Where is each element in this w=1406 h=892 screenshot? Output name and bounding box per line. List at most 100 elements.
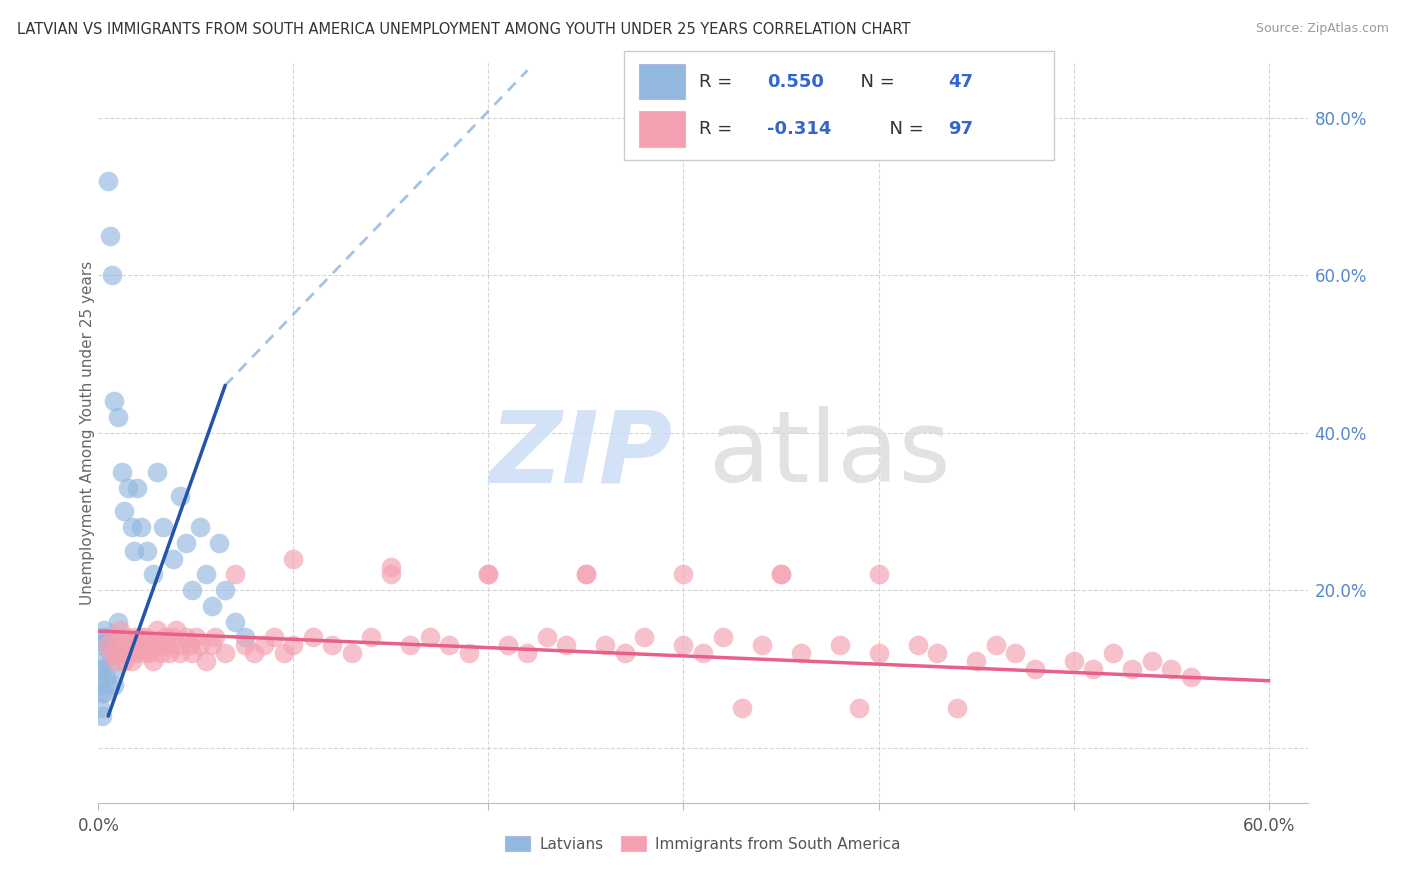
Legend: Latvians, Immigrants from South America: Latvians, Immigrants from South America — [499, 830, 907, 858]
Point — [302, 631, 325, 645]
Point — [121, 654, 143, 668]
Point — [200, 599, 222, 613]
Point — [848, 701, 870, 715]
Point — [496, 638, 519, 652]
Point — [148, 638, 170, 652]
Point — [181, 646, 204, 660]
Point — [184, 631, 207, 645]
Point — [162, 551, 184, 566]
Point — [97, 173, 120, 187]
Point — [97, 638, 120, 652]
Point — [169, 489, 191, 503]
Point — [516, 646, 538, 660]
Point — [107, 409, 129, 424]
Text: N =: N = — [879, 120, 929, 138]
Point — [103, 631, 125, 645]
Point — [89, 638, 111, 652]
Point — [340, 646, 363, 660]
Point — [111, 465, 134, 479]
Point — [194, 567, 217, 582]
Text: 0.550: 0.550 — [768, 72, 824, 91]
Text: R =: R = — [699, 120, 738, 138]
Point — [127, 638, 149, 652]
Point — [97, 631, 120, 645]
Point — [1121, 662, 1143, 676]
Point — [103, 678, 125, 692]
Point — [1063, 654, 1085, 668]
Point — [283, 551, 305, 566]
Point — [157, 646, 180, 660]
Text: R =: R = — [699, 72, 738, 91]
Point — [555, 638, 578, 652]
FancyBboxPatch shape — [624, 51, 1053, 161]
Point — [595, 638, 617, 652]
Point — [672, 567, 695, 582]
Point — [828, 638, 851, 652]
Point — [174, 631, 197, 645]
Y-axis label: Unemployment Among Youth under 25 years: Unemployment Among Youth under 25 years — [80, 260, 94, 605]
Point — [97, 678, 120, 692]
Point — [127, 481, 149, 495]
Point — [179, 638, 201, 652]
Point — [93, 623, 115, 637]
Point — [142, 654, 165, 668]
Point — [188, 638, 211, 652]
Point — [91, 631, 114, 645]
Point — [224, 615, 246, 629]
Point — [142, 567, 165, 582]
Point — [208, 536, 231, 550]
Point — [118, 638, 141, 652]
Point — [167, 638, 190, 652]
Text: ZIP: ZIP — [489, 407, 672, 503]
Point — [117, 481, 139, 495]
Point — [458, 646, 481, 660]
Point — [965, 654, 987, 668]
Point — [1024, 662, 1046, 676]
Point — [419, 631, 441, 645]
Point — [925, 646, 948, 660]
Point — [672, 638, 695, 652]
Bar — [638, 112, 685, 147]
Point — [101, 662, 124, 676]
Point — [477, 567, 499, 582]
Text: Source: ZipAtlas.com: Source: ZipAtlas.com — [1256, 22, 1389, 36]
Point — [93, 685, 115, 699]
Point — [104, 646, 127, 660]
Text: 97: 97 — [949, 120, 973, 138]
Point — [98, 646, 121, 660]
Point — [214, 583, 236, 598]
Point — [711, 631, 734, 645]
Point — [111, 638, 134, 652]
Bar — [638, 64, 685, 99]
Point — [360, 631, 382, 645]
Point — [98, 228, 121, 243]
Point — [751, 638, 773, 652]
Point — [1160, 662, 1182, 676]
Point — [1081, 662, 1104, 676]
Point — [136, 638, 159, 652]
Point — [146, 465, 169, 479]
Point — [188, 520, 211, 534]
Point — [122, 543, 145, 558]
Point — [439, 638, 461, 652]
Point — [112, 654, 135, 668]
Point — [945, 701, 967, 715]
Point — [868, 567, 890, 582]
Point — [868, 646, 890, 660]
Point — [263, 631, 285, 645]
Point — [692, 646, 714, 660]
Point — [769, 567, 792, 582]
Point — [96, 638, 118, 652]
Point — [121, 520, 143, 534]
Point — [139, 638, 162, 652]
Point — [253, 638, 276, 652]
Point — [89, 678, 111, 692]
Point — [138, 646, 160, 660]
Point — [633, 631, 655, 645]
Point — [132, 646, 155, 660]
Point — [107, 646, 129, 660]
Point — [380, 567, 402, 582]
Point — [131, 631, 153, 645]
Point — [136, 543, 159, 558]
Point — [399, 638, 422, 652]
